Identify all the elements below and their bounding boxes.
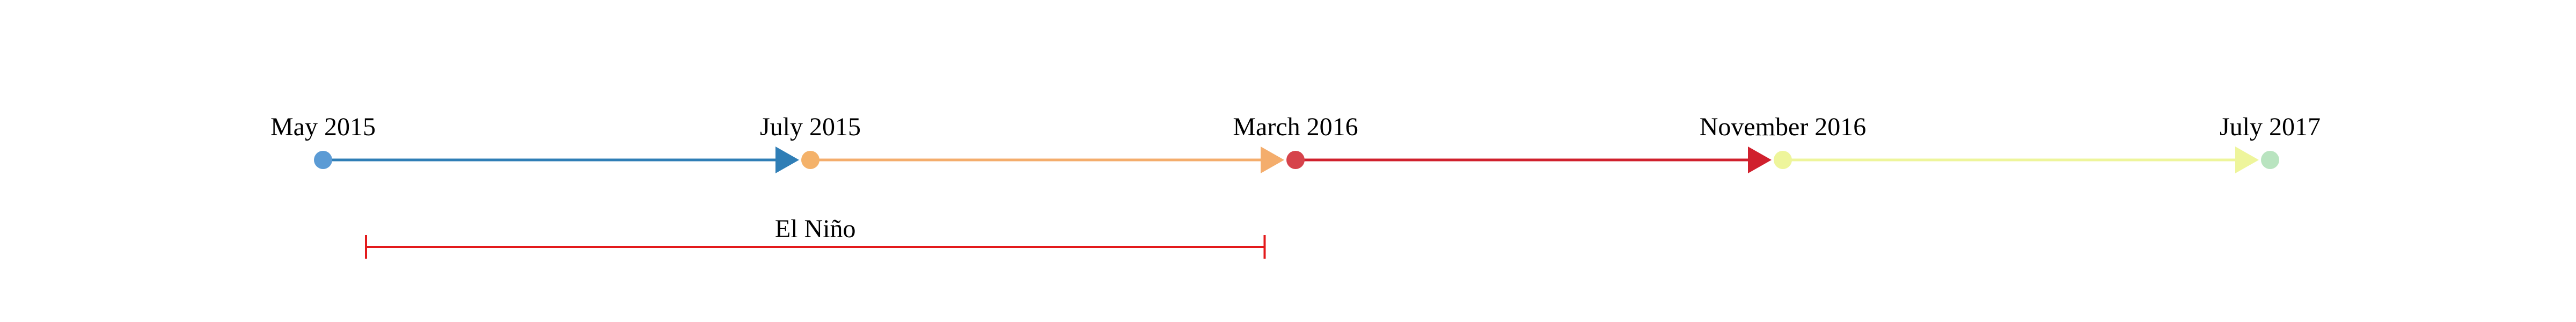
timeline-segments [323, 147, 2259, 173]
milestone-label: May 2015 [270, 113, 376, 141]
milestone-dot [1774, 151, 1792, 169]
segment-arrow-icon [1748, 147, 1772, 173]
period-label: El Niño [775, 215, 856, 243]
timeline-periods: El Niño [365, 215, 1266, 259]
segment-arrow-icon [775, 147, 799, 173]
milestone-dot [1286, 151, 1305, 169]
milestone-dot [314, 151, 332, 169]
milestone-label: November 2016 [1700, 113, 1867, 141]
milestone-label: July 2017 [2220, 113, 2321, 141]
milestone-dot [2261, 151, 2279, 169]
period-range: El Niño [365, 215, 1266, 259]
milestone-label: March 2016 [1233, 113, 1358, 141]
segment-arrow-icon [1261, 147, 1284, 173]
segment-arrow-icon [2235, 147, 2259, 173]
milestone-dot [801, 151, 819, 169]
milestone-label: July 2015 [760, 113, 861, 141]
timeline-milestones: May 2015 July 2015 March 2016 November 2016… [270, 113, 2321, 169]
